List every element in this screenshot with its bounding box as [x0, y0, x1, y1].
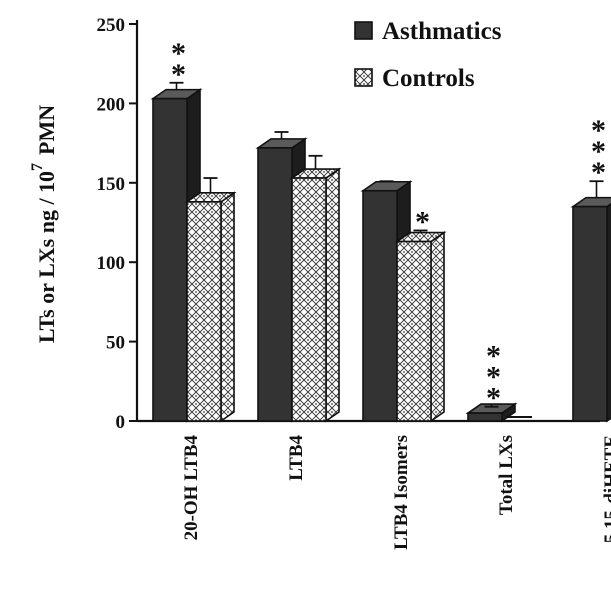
legend: Asthmatics Controls: [354, 18, 502, 92]
y-tick-label: 250: [97, 15, 126, 36]
controls-bar: [289, 167, 342, 423]
error-bar: [413, 229, 428, 233]
error-bar: [169, 81, 184, 90]
y-axis-label: LTs or LXs ng / 107 PMN: [29, 105, 59, 343]
bar-front: [152, 97, 188, 422]
y-tick-label: 150: [97, 174, 126, 195]
significance-asterisk: *: [486, 340, 501, 373]
y-axis-label-main: LTs or LXs ng / 10: [34, 171, 59, 343]
error-bar: [308, 154, 323, 170]
error-bar: [274, 131, 289, 139]
bar-front: [572, 205, 608, 422]
significance-asterisk: *: [171, 37, 186, 70]
error-bar: [203, 177, 218, 193]
bar-front: [396, 240, 432, 422]
bar-front: [257, 147, 293, 422]
error-bar: [379, 180, 394, 183]
y-axis-label-superscript: 7: [29, 163, 46, 171]
y-tick-label: 200: [97, 94, 126, 115]
bar-side: [430, 231, 445, 423]
controls-bar: [184, 191, 237, 423]
error-bar: [589, 180, 604, 198]
x-category-label: 5,15-diHETE: [601, 435, 611, 543]
y-tick-label: 100: [97, 253, 126, 274]
labels: 20-OH LTB4 LTB4 LTB4 Isomers Total LXs 5,15-…: [171, 37, 611, 550]
asthmatics-bar: [465, 402, 518, 423]
error-bar: [484, 404, 499, 408]
y-tick-label: 0: [116, 412, 126, 433]
significance-asterisk: *: [486, 382, 501, 415]
significance-asterisk: *: [171, 58, 186, 91]
legend-swatch-controls: [354, 68, 373, 87]
legend-swatch-asthmatics: [354, 21, 373, 40]
significance-asterisk: *: [591, 114, 606, 147]
significance-asterisk: *: [486, 361, 501, 394]
x-category-label: LTB4 Isomers: [391, 435, 412, 550]
significance-asterisk: *: [591, 135, 606, 168]
significance-asterisk: *: [591, 156, 606, 189]
bar-side: [220, 191, 235, 423]
x-category-label: Total LXs: [496, 435, 517, 515]
bar-front: [291, 177, 327, 422]
bar-front: [467, 412, 503, 422]
bar-front: [362, 189, 398, 422]
controls-bar: [394, 231, 447, 423]
y-tick-label: 50: [106, 333, 125, 354]
svg-text:LTs or LXs ng / 107PMN: LTs or LXs ng / 107 PMN: [29, 105, 59, 343]
significance-asterisk: *: [415, 205, 430, 238]
bar-side: [325, 167, 340, 423]
x-category-label: 20-OH LTB4: [181, 435, 202, 541]
asthmatics-bar: [570, 196, 611, 423]
bars: [150, 81, 611, 423]
y-axis-label-suffix: PMN: [34, 105, 59, 155]
legend-label-controls: Controls: [382, 65, 475, 92]
x-category-label: LTB4: [286, 435, 307, 481]
legend-label-asthmatics: Asthmatics: [382, 18, 502, 45]
bar-top: [570, 196, 611, 208]
bar-front: [186, 201, 222, 422]
